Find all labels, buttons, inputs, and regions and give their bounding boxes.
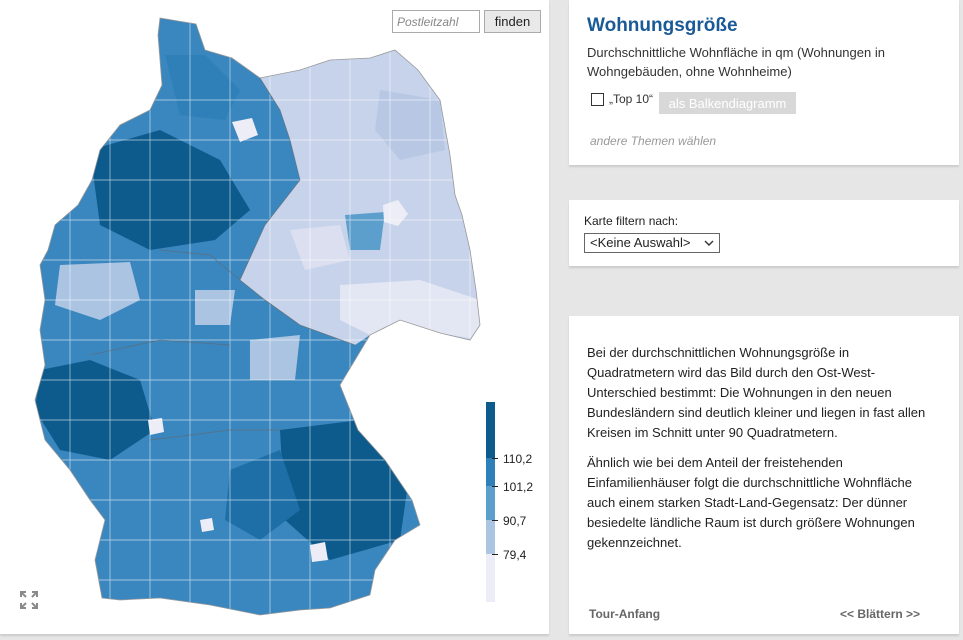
legend-color-bar [486, 402, 495, 602]
tour-start-link[interactable]: Tour-Anfang [589, 607, 661, 621]
legend-label: 110,2 [503, 452, 533, 466]
filter-panel: Karte filtern nach: <Keine Auswahl> [569, 200, 959, 266]
legend-tick [492, 554, 498, 555]
other-topics-link[interactable]: andere Themen wählen [590, 134, 717, 148]
legend-swatch-3 [486, 486, 495, 520]
text-paragraph-2: Ähnlich wie bei dem Anteil der freistehe… [587, 455, 915, 550]
browse-link[interactable]: << Blättern >> [840, 607, 921, 621]
filter-selected-value: <Keine Auswahl> [590, 235, 691, 250]
legend-tick [492, 458, 498, 459]
filter-label: Karte filtern nach: [584, 214, 679, 228]
filter-select[interactable]: <Keine Auswahl> [584, 233, 720, 253]
postcode-input[interactable] [392, 10, 480, 33]
page-subtitle: Durchschnittliche Wohnfläche in qm (Wohn… [587, 45, 885, 79]
title-panel: Wohnungsgröße Durchschnittliche Wohnfläc… [569, 0, 959, 165]
page-title: Wohnungsgröße [587, 15, 738, 36]
bar-chart-button[interactable]: als Balkendiagramm [659, 92, 796, 114]
legend-label: 101,2 [503, 480, 534, 494]
text-paragraph-1: Bei der durchschnittlichen Wohnungsgröße… [587, 345, 926, 440]
legend-swatch-4 [486, 520, 495, 554]
legend-swatch-2 [486, 458, 495, 486]
find-button[interactable]: finden [484, 10, 541, 33]
map-panel: finden 110,2 101,2 90,7 79,4 [0, 0, 549, 634]
chevron-down-icon [704, 240, 714, 246]
legend-tick [492, 486, 498, 487]
text-panel: Bei der durchschnittlichen Wohnungsgröße… [569, 316, 959, 634]
map-legend: 110,2 101,2 90,7 79,4 [486, 402, 546, 602]
top10-checkbox[interactable] [591, 92, 604, 106]
top10-toggle[interactable]: „Top 10“ [591, 92, 653, 106]
legend-tick [492, 520, 498, 521]
legend-label: 90,7 [503, 514, 527, 528]
legend-swatch-1 [486, 402, 495, 458]
search-row: finden [392, 10, 541, 33]
top10-label: „Top 10“ [609, 92, 654, 106]
germany-map[interactable] [0, 0, 549, 634]
legend-swatch-5 [486, 554, 495, 602]
legend-label: 79,4 [503, 548, 527, 562]
expand-icon[interactable] [20, 591, 38, 609]
